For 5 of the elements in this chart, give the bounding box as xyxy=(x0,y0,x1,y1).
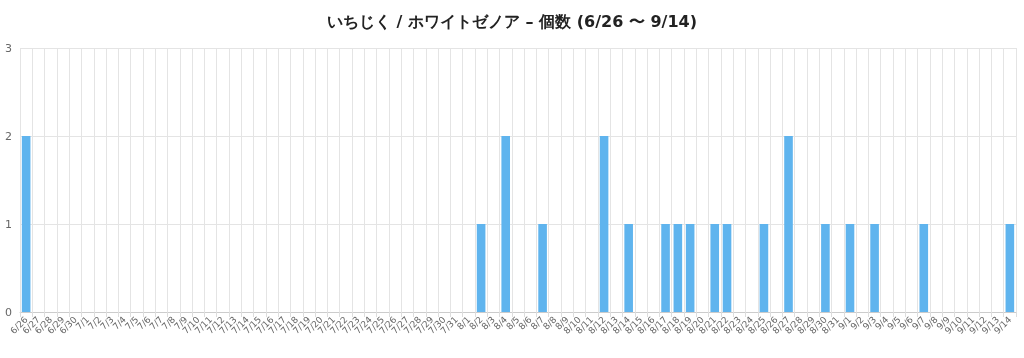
chart-title: いちじく / ホワイトゼノア – 個数 (6/26 〜 9/14) xyxy=(327,11,697,31)
y-tick-label: 3 xyxy=(5,41,12,55)
y-tick-label: 1 xyxy=(5,217,12,231)
y-tick-label: 0 xyxy=(5,305,12,319)
y-tick-label: 2 xyxy=(5,129,12,143)
